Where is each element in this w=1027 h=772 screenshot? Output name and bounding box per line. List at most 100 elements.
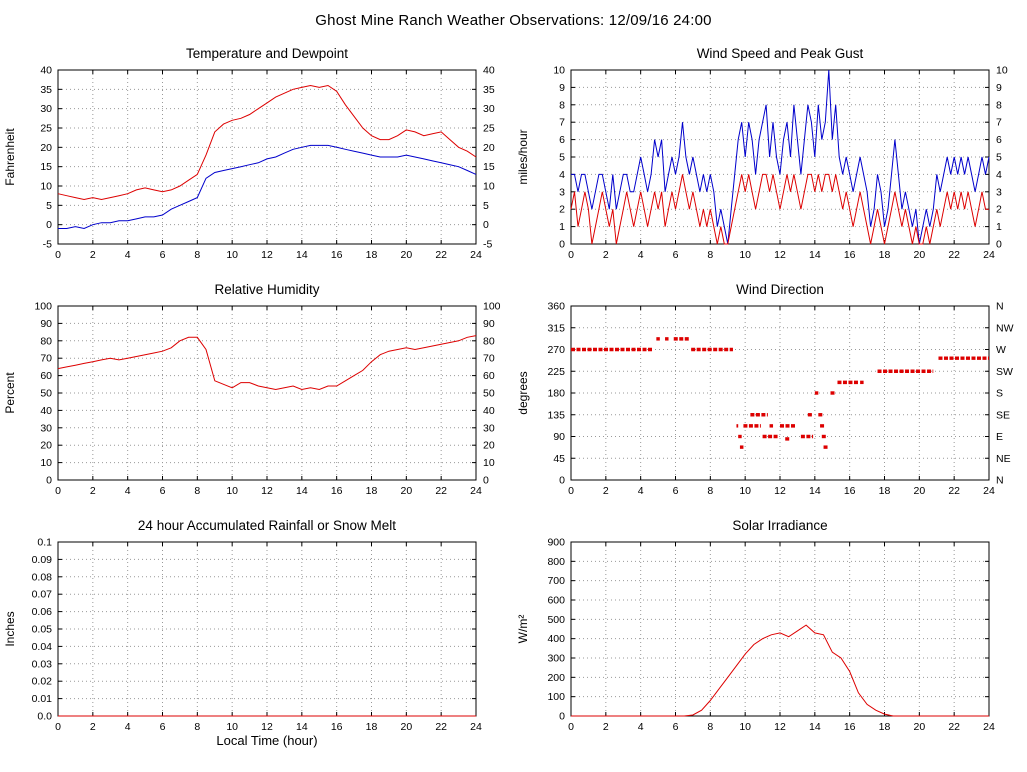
- svg-text:0: 0: [568, 485, 574, 497]
- svg-text:8: 8: [194, 721, 200, 733]
- svg-text:20: 20: [400, 721, 412, 733]
- svg-text:30: 30: [483, 422, 495, 434]
- svg-text:3: 3: [559, 186, 565, 198]
- svg-text:4: 4: [638, 249, 644, 261]
- svg-text:300: 300: [547, 653, 565, 665]
- svg-text:10: 10: [226, 485, 238, 497]
- svg-text:20: 20: [400, 485, 412, 497]
- svg-text:40: 40: [40, 405, 52, 417]
- svg-text:0.09: 0.09: [32, 554, 53, 566]
- svg-text:18: 18: [366, 485, 378, 497]
- svg-text:8: 8: [707, 721, 713, 733]
- svg-text:5: 5: [996, 152, 1002, 164]
- svg-text:1: 1: [559, 221, 565, 233]
- svg-text:20: 20: [40, 142, 52, 154]
- svg-text:30: 30: [40, 422, 52, 434]
- svg-text:4: 4: [125, 249, 131, 261]
- svg-text:40: 40: [483, 405, 495, 417]
- svg-text:14: 14: [296, 485, 308, 497]
- svg-text:0.01: 0.01: [32, 693, 53, 705]
- svg-text:8: 8: [996, 99, 1002, 111]
- svg-text:6: 6: [673, 249, 679, 261]
- svg-text:E: E: [996, 431, 1003, 443]
- svg-text:0.04: 0.04: [32, 641, 53, 653]
- svg-text:90: 90: [483, 318, 495, 330]
- svg-text:20: 20: [483, 440, 495, 452]
- chart-solar-irradiance: 0 2 4 6 8 10 12 14 16 18 20 22 24 0 100 200 300 400 500 600…: [513, 516, 1026, 752]
- svg-text:10: 10: [996, 65, 1008, 77]
- svg-text:500: 500: [547, 614, 565, 626]
- svg-text:24: 24: [983, 721, 995, 733]
- svg-text:100: 100: [483, 301, 501, 313]
- svg-text:270: 270: [547, 344, 565, 356]
- svg-text:20: 20: [400, 249, 412, 261]
- svg-text:4: 4: [996, 169, 1002, 181]
- svg-text:Inches: Inches: [3, 611, 17, 646]
- svg-text:-5: -5: [43, 239, 52, 251]
- svg-text:0.03: 0.03: [32, 658, 53, 670]
- svg-text:8: 8: [707, 485, 713, 497]
- svg-text:24: 24: [470, 249, 482, 261]
- svg-text:0.06: 0.06: [32, 606, 53, 618]
- svg-text:7: 7: [559, 117, 565, 129]
- svg-text:0.07: 0.07: [32, 589, 53, 601]
- svg-text:360: 360: [547, 301, 565, 313]
- svg-text:4: 4: [125, 485, 131, 497]
- svg-text:8: 8: [194, 485, 200, 497]
- svg-text:6: 6: [160, 721, 166, 733]
- svg-text:225: 225: [547, 366, 565, 378]
- svg-text:30: 30: [483, 103, 495, 115]
- svg-text:10: 10: [226, 249, 238, 261]
- svg-text:2: 2: [603, 721, 609, 733]
- svg-text:5: 5: [483, 200, 489, 212]
- svg-text:7: 7: [996, 117, 1002, 129]
- page-title: Ghost Mine Ranch Weather Observations: 1…: [315, 12, 712, 29]
- svg-text:100: 100: [34, 301, 52, 313]
- svg-text:25: 25: [40, 123, 52, 135]
- svg-text:0: 0: [46, 475, 52, 487]
- svg-text:24: 24: [470, 721, 482, 733]
- svg-text:18: 18: [366, 249, 378, 261]
- svg-text:400: 400: [547, 633, 565, 645]
- svg-text:15: 15: [483, 161, 495, 173]
- svg-text:12: 12: [261, 721, 273, 733]
- svg-text:20: 20: [40, 440, 52, 452]
- svg-text:N: N: [996, 301, 1004, 313]
- svg-text:degrees: degrees: [516, 371, 530, 414]
- svg-text:40: 40: [40, 65, 52, 77]
- svg-text:0: 0: [996, 239, 1002, 251]
- svg-text:30: 30: [40, 103, 52, 115]
- svg-text:24: 24: [470, 485, 482, 497]
- svg-text:10: 10: [739, 721, 751, 733]
- svg-text:40: 40: [483, 65, 495, 77]
- svg-text:0: 0: [559, 711, 565, 723]
- svg-text:W: W: [996, 344, 1006, 356]
- svg-text:22: 22: [948, 249, 960, 261]
- svg-text:22: 22: [435, 485, 447, 497]
- svg-text:5: 5: [559, 152, 565, 164]
- svg-text:Relative Humidity: Relative Humidity: [214, 282, 319, 297]
- svg-text:W/m²: W/m²: [516, 615, 530, 644]
- svg-text:0: 0: [559, 475, 565, 487]
- svg-text:0: 0: [46, 219, 52, 231]
- svg-text:8: 8: [194, 249, 200, 261]
- svg-text:SE: SE: [996, 409, 1010, 421]
- svg-text:24 hour Accumulated Rainfall o: 24 hour Accumulated Rainfall or Snow Mel…: [138, 518, 396, 533]
- svg-text:6: 6: [673, 721, 679, 733]
- svg-text:10: 10: [483, 181, 495, 193]
- chart-svg-rainfall-snow-melt: 0 2 4 6 8 10 12 14 16 18 20 22 240.00.010.020.030.04…: [3, 518, 482, 748]
- svg-text:4: 4: [638, 721, 644, 733]
- charts-grid: 0 2 4 6 8 10 12 14 16 18 20 22 24 -5 -5 0 0 5 5 10 10 15 15 20 2…: [0, 44, 1027, 752]
- svg-text:1: 1: [996, 221, 1002, 233]
- svg-text:0: 0: [559, 239, 565, 251]
- svg-text:10: 10: [483, 457, 495, 469]
- chart-temperature-dewpoint: 0 2 4 6 8 10 12 14 16 18 20 22 24 -5 -5 0 0 5 5 10 10 15 15 20 2…: [0, 44, 513, 280]
- svg-text:90: 90: [553, 431, 565, 443]
- svg-text:200: 200: [547, 672, 565, 684]
- svg-text:10: 10: [40, 457, 52, 469]
- svg-text:8: 8: [559, 99, 565, 111]
- svg-text:4: 4: [125, 721, 131, 733]
- svg-text:800: 800: [547, 556, 565, 568]
- svg-text:14: 14: [809, 249, 821, 261]
